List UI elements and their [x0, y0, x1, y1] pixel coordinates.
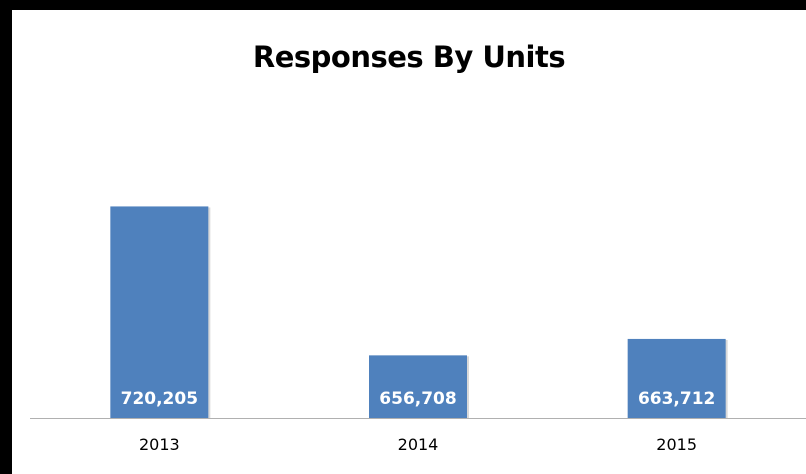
data-label-2013: 720,205	[121, 389, 198, 409]
bar-2014	[369, 355, 467, 418]
bar-2013	[110, 206, 209, 418]
chart-title: Responses By Units	[252, 40, 566, 74]
bar-2015	[627, 338, 726, 418]
chart-frame: Responses By Units 720,205 2013 656,708 201…	[12, 10, 806, 474]
x-tick-label-2013: 2013	[139, 435, 180, 454]
x-tick-label-2014: 2014	[398, 435, 439, 454]
data-label-2015: 663,712	[638, 389, 715, 409]
bar-chart-plot: 720,205 2013 656,708 2014 663,712 2015	[30, 206, 806, 454]
data-label-2014: 656,708	[379, 389, 456, 409]
x-tick-label-2015: 2015	[656, 435, 697, 454]
